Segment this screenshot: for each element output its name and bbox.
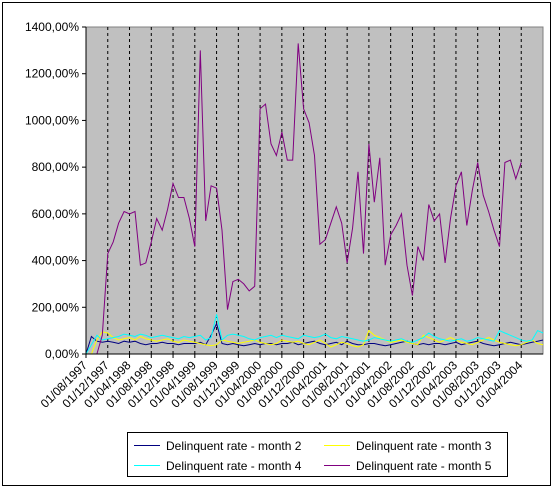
legend-swatch-month-4 xyxy=(134,465,160,466)
gridlines xyxy=(107,27,522,354)
series-line-month-4 xyxy=(85,314,544,355)
legend-label-month-3: Delinquent rate - month 3 xyxy=(356,439,492,453)
legend-swatch-month-3 xyxy=(324,445,350,446)
legend-swatch-month-2 xyxy=(134,445,160,446)
legend-label-month-5: Delinquent rate - month 5 xyxy=(356,459,492,473)
plot-area xyxy=(85,26,544,355)
y-tick-label: 600,00% xyxy=(32,207,80,221)
y-tick-label: 1400,00% xyxy=(25,20,79,34)
y-axis: 0,00% 200,00% 400,00% 600,00% 800,00% 1000,00… xyxy=(25,20,87,361)
y-tick-label: 0,00% xyxy=(45,347,79,361)
x-axis: 01/08/199701/12/199701/04/199801/08/1998… xyxy=(38,353,543,411)
y-tick-label: 800,00% xyxy=(32,160,80,174)
series-line-month-5 xyxy=(86,43,522,355)
y-tick-label: 1000,00% xyxy=(25,113,79,127)
legend-swatch-month-5 xyxy=(324,465,350,466)
y-tick-label: 1200,00% xyxy=(25,67,79,81)
legend: Delinquent rate - month 2 Delinquent rat… xyxy=(127,432,508,477)
y-tick-label: 400,00% xyxy=(32,254,80,268)
legend-label-month-4: Delinquent rate - month 4 xyxy=(166,459,302,473)
legend-label-month-2: Delinquent rate - month 2 xyxy=(166,439,302,453)
series-line-month-3 xyxy=(86,329,544,355)
y-tick-label: 200,00% xyxy=(32,300,80,314)
series-lines xyxy=(85,43,544,355)
